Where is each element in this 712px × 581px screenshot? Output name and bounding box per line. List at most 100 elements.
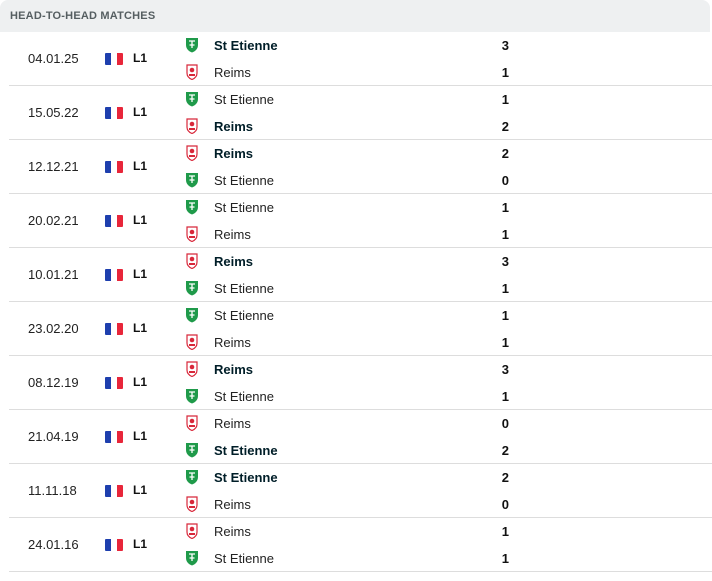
home-team-score: 3 [501,253,509,269]
home-team-name: Reims [214,415,251,431]
league-label: L1 [133,267,148,281]
away-team-score: 2 [501,118,509,134]
match-row[interactable]: 04.01.25 L1 St Etienne 3 Reims 1 [9,32,712,86]
match-row[interactable]: 11.11.18 L1 St Etienne 2 Reims 0 [9,464,712,518]
home-team-score: 3 [501,361,509,377]
reims-logo-icon [185,64,199,81]
away-team-score: 1 [501,64,509,80]
match-date: 12.12.21 [28,159,79,174]
france-flag-icon [105,431,123,443]
st-etienne-logo-icon [185,550,199,566]
away-team-name: St Etienne [214,280,274,296]
st-etienne-logo-icon [185,388,199,404]
home-team: Reims 3 [185,356,525,382]
home-team-score: 1 [501,307,509,323]
home-team: St Etienne 1 [185,194,525,220]
away-team: St Etienne 2 [185,437,525,463]
match-row[interactable]: 21.04.19 L1 Reims 0 St Etienne 2 [9,410,712,464]
match-row[interactable]: 20.02.21 L1 St Etienne 1 Reims 1 [9,194,712,248]
france-flag-icon [105,107,123,119]
league-label: L1 [133,105,148,119]
reims-logo-icon [185,496,199,513]
away-team: St Etienne 0 [185,167,525,193]
home-team: St Etienne 1 [185,86,525,112]
match-date: 24.01.16 [28,537,79,552]
away-team: St Etienne 1 [185,275,525,301]
match-date: 10.01.21 [28,267,79,282]
away-team-name: Reims [214,118,254,134]
away-team-name: St Etienne [214,442,278,458]
st-etienne-logo-icon [185,307,199,323]
reims-logo-icon [185,226,199,243]
home-team-name: St Etienne [214,199,274,215]
away-team-name: Reims [214,496,251,512]
away-team: Reims 1 [185,329,525,355]
match-date: 20.02.21 [28,213,79,228]
home-team-score: 1 [501,91,509,107]
league-label: L1 [133,483,148,497]
away-team-score: 1 [501,280,509,296]
league-label: L1 [133,537,148,551]
league-label: L1 [133,159,148,173]
away-team-name: Reims [214,226,251,242]
match-row[interactable]: 15.05.22 L1 St Etienne 1 Reims 2 [9,86,712,140]
match-row[interactable]: 23.02.20 L1 St Etienne 1 Reims 1 [9,302,712,356]
home-team: St Etienne 2 [185,464,525,490]
league-label: L1 [133,429,148,443]
match-row[interactable]: 10.01.21 L1 Reims 3 St Etienne 1 [9,248,712,302]
st-etienne-logo-icon [185,199,199,215]
match-row[interactable]: 24.01.16 L1 Reims 1 St Etienne 1 [9,518,712,572]
home-team-score: 1 [501,199,509,215]
home-team: Reims 2 [185,140,525,166]
home-team-score: 2 [501,145,509,161]
away-team-name: St Etienne [214,550,274,566]
reims-logo-icon [185,253,199,270]
section-header: HEAD-TO-HEAD MATCHES [0,0,710,32]
away-team-name: Reims [214,334,251,350]
france-flag-icon [105,539,123,551]
away-team-name: St Etienne [214,388,274,404]
st-etienne-logo-icon [185,91,199,107]
home-team: St Etienne 1 [185,302,525,328]
france-flag-icon [105,215,123,227]
match-row[interactable]: 08.12.19 L1 Reims 3 St Etienne 1 [9,356,712,410]
home-team: Reims 0 [185,410,525,436]
match-date: 21.04.19 [28,429,79,444]
away-team: St Etienne 1 [185,383,525,409]
reims-logo-icon [185,523,199,540]
league-label: L1 [133,321,148,335]
match-date: 11.11.18 [28,483,77,498]
home-team-score: 2 [501,469,509,485]
away-team-name: Reims [214,64,251,80]
reims-logo-icon [185,118,199,135]
home-team-name: St Etienne [214,469,278,485]
st-etienne-logo-icon [185,37,199,53]
home-team: Reims 1 [185,518,525,544]
away-team: Reims 1 [185,221,525,247]
st-etienne-logo-icon [185,172,199,188]
away-team-score: 1 [501,388,509,404]
france-flag-icon [105,269,123,281]
section-title: HEAD-TO-HEAD MATCHES [10,10,156,22]
france-flag-icon [105,53,123,65]
away-team-score: 0 [501,172,509,188]
france-flag-icon [105,323,123,335]
away-team-score: 1 [501,226,509,242]
home-team-name: St Etienne [214,37,278,53]
st-etienne-logo-icon [185,442,199,458]
match-date: 04.01.25 [28,51,79,66]
away-team: Reims 2 [185,113,525,139]
home-team-name: St Etienne [214,91,274,107]
match-date: 23.02.20 [28,321,79,336]
league-label: L1 [133,51,148,65]
league-label: L1 [133,213,148,227]
away-team-score: 2 [501,442,509,458]
match-row[interactable]: 12.12.21 L1 Reims 2 St Etienne 0 [9,140,712,194]
home-team-score: 0 [501,415,509,431]
home-team-score: 1 [501,523,509,539]
reims-logo-icon [185,361,199,378]
away-team: Reims 0 [185,491,525,517]
france-flag-icon [105,485,123,497]
home-team-name: St Etienne [214,307,274,323]
